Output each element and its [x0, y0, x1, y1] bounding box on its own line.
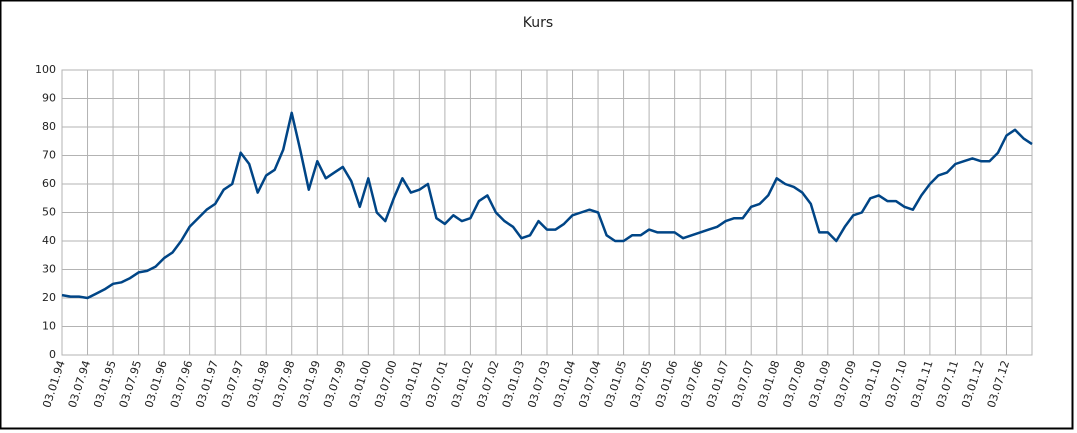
y-tick-label: 40: [42, 234, 56, 247]
y-tick-label: 70: [42, 149, 56, 162]
y-tick-label: 90: [42, 92, 56, 105]
y-tick-label: 80: [42, 120, 56, 133]
chart-title: Kurs: [523, 15, 553, 31]
y-tick-label: 30: [42, 263, 56, 276]
y-tick-label: 60: [42, 177, 56, 190]
y-tick-label: 50: [42, 206, 56, 219]
y-tick-label: 10: [42, 320, 56, 333]
y-tick-label: 0: [49, 348, 56, 361]
data-line: [61, 111, 1033, 300]
y-tick-label: 20: [42, 291, 56, 304]
y-tick-label: 100: [35, 63, 56, 76]
